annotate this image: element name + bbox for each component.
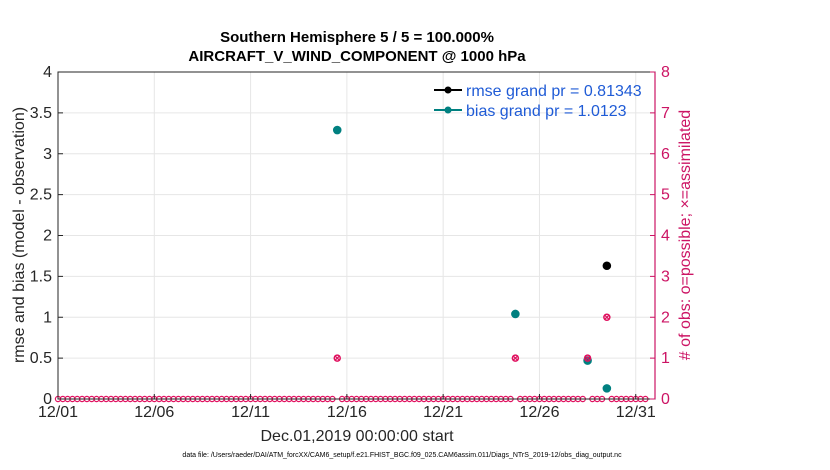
- obs-possible-point: [603, 313, 611, 321]
- right-axis-ticks: 0 1 2 3 4 5 6 7 8: [650, 64, 670, 408]
- y-left-tick-label: 3: [43, 146, 52, 163]
- legend-rmse-marker: [444, 86, 452, 94]
- x-tick-label: 12/01: [38, 404, 78, 421]
- legend-rmse-label: rmse grand pr = 0.81343: [466, 83, 642, 100]
- bias-point: [602, 384, 612, 393]
- y-right-tick-label: 5: [661, 187, 670, 204]
- x-tick-label: 12/31: [616, 404, 656, 421]
- y-left-tick-label: 0: [43, 391, 52, 408]
- y-right-tick-label: 1: [661, 350, 670, 367]
- obs-assimilated-point: [512, 355, 519, 362]
- x-axis-label: Dec.01,2019 00:00:00 start: [260, 428, 454, 445]
- x-tick-label: 12/16: [327, 404, 367, 421]
- y-left-tick-label: 2: [43, 228, 52, 245]
- x-tick-label: 12/26: [519, 404, 559, 421]
- data-file-footer: data file: /Users/raeder/DAI/ATM_forcXX/…: [182, 452, 622, 459]
- x-tick-label: 12/11: [231, 404, 270, 421]
- y-left-tick-label: 4: [43, 64, 52, 81]
- rmse-point: [602, 261, 612, 271]
- y-right-tick-label: 4: [661, 228, 670, 245]
- y-left-tick-label: 2.5: [30, 187, 52, 204]
- legend: rmse grand pr = 0.81343 bias grand pr = …: [434, 83, 642, 120]
- y-right-tick-label: 3: [661, 268, 670, 285]
- y-right-tick-label: 6: [661, 146, 670, 163]
- obs-possible-point: [333, 354, 341, 362]
- bias-point: [511, 309, 520, 319]
- y-left-tick-label: 0.5: [30, 350, 52, 367]
- obs-assimilated-point: [334, 355, 341, 362]
- y-right-tick-label: 7: [661, 105, 670, 122]
- y-right-tick-label: 8: [661, 64, 670, 81]
- bias-point: [332, 125, 342, 135]
- x-axis-ticks: 12/01 12/06 12/11 12/16 12/21 12/26 12/31: [38, 394, 656, 421]
- data-marks: [332, 125, 612, 393]
- x-tick-label: 12/21: [423, 404, 463, 421]
- left-axis-ticks: 0 0.5 1 1.5 2 2.5 3 3.5 4: [30, 64, 63, 408]
- y-left-tick-label: 1: [43, 309, 52, 326]
- y-right-tick-label: 2: [661, 309, 670, 326]
- obs-assimilated-point: [584, 355, 591, 362]
- obs-possible-point: [583, 354, 592, 362]
- x-tick-label: 12/06: [134, 404, 174, 421]
- y-left-tick-label: 1.5: [30, 268, 52, 285]
- legend-bias-label: bias grand pr = 1.0123: [466, 103, 627, 120]
- grid: [57, 71, 655, 400]
- obs-assimilated-point: [603, 314, 610, 321]
- obs-possible-point: [511, 354, 520, 362]
- y-right-tick-label: 0: [661, 391, 670, 408]
- y-left-tick-label: 3.5: [30, 105, 52, 122]
- right-axis-label: # of obs: o=possible; ×=assimilated: [677, 110, 694, 360]
- chart-title-line1: Southern Hemisphere 5 / 5 = 100.000%: [220, 29, 494, 46]
- left-axis-label: rmse and bias (model - observation): [11, 107, 28, 363]
- chart-title-line2: AIRCRAFT_V_WIND_COMPONENT @ 1000 hPa: [188, 48, 526, 65]
- legend-bias-marker: [444, 106, 452, 114]
